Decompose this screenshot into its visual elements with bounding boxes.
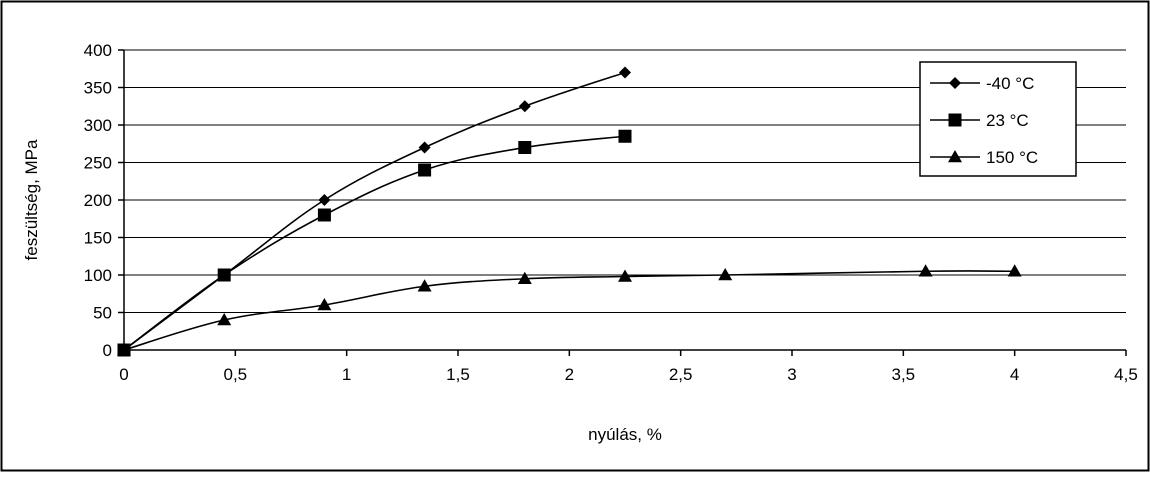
x-tick-label-0: 0 xyxy=(119,365,128,384)
legend-label-2: 150 °C xyxy=(986,148,1038,167)
data-point-2-4 xyxy=(517,271,532,284)
axes xyxy=(118,49,1127,356)
legend: -40 °C 23 °C 150 °C xyxy=(919,61,1077,177)
x-tick-label-6: 3 xyxy=(787,365,796,384)
x-tick-label-5: 2,5 xyxy=(669,365,693,384)
y-tick-label-6: 300 xyxy=(84,116,112,135)
legend-items: -40 °C 23 °C 150 °C xyxy=(930,74,1038,167)
legend-label-0: -40 °C xyxy=(986,74,1034,93)
x-tick-label-7: 3,5 xyxy=(892,365,916,384)
legend-item-2: 150 °C xyxy=(930,148,1038,167)
data-point-0-3 xyxy=(418,141,431,154)
y-tick-label-4: 200 xyxy=(84,191,112,210)
legend-label-1: 23 °C xyxy=(986,111,1029,130)
series-line-2 xyxy=(123,270,1015,351)
y-tick-label-7: 350 xyxy=(84,79,112,98)
y-tick-label-3: 150 xyxy=(84,229,112,248)
data-point-0-5 xyxy=(619,66,631,79)
data-point-1-5 xyxy=(618,129,632,143)
x-tick-label-2: 1 xyxy=(342,365,351,384)
legend-item-1: 23 °C xyxy=(930,111,1029,130)
data-point-1-4 xyxy=(518,141,532,154)
series-line-1 xyxy=(123,135,626,351)
data-point-2-5 xyxy=(618,269,632,282)
legend-marker-1 xyxy=(948,113,962,127)
data-point-2-8 xyxy=(1007,264,1022,277)
x-tick-label-4: 2 xyxy=(565,365,574,384)
y-tick-label-0: 0 xyxy=(103,341,112,360)
legend-marker-2 xyxy=(948,150,962,163)
tick-labels: 0 50 100 150 200 250 300 350 400 0 0,5 1 1,5 2 2,5 3 3,5… xyxy=(84,41,1138,384)
data-point-1-1 xyxy=(217,268,231,282)
y-axis-title: feszültség, MPa xyxy=(22,139,41,260)
data-point-2-2 xyxy=(317,298,332,311)
x-axis-title: nyúlás, % xyxy=(588,425,662,444)
data-point-1-3 xyxy=(418,163,432,177)
x-tick-label-8: 4 xyxy=(1010,365,1019,384)
data-point-2-6 xyxy=(718,268,733,281)
x-tick-label-9: 4,5 xyxy=(1114,365,1138,384)
x-tick-label-3: 1,5 xyxy=(446,365,470,384)
series-group xyxy=(117,66,1022,357)
y-tick-label-5: 250 xyxy=(84,154,112,173)
data-point-2-1 xyxy=(217,313,232,326)
y-tick-label-8: 400 xyxy=(84,41,112,60)
data-point-2-0 xyxy=(117,343,131,356)
y-tick-label-2: 100 xyxy=(84,266,112,285)
data-point-2-7 xyxy=(918,264,933,277)
data-point-2-3 xyxy=(417,279,432,292)
x-tick-label-1: 0,5 xyxy=(224,365,248,384)
data-point-0-4 xyxy=(518,100,531,113)
data-point-1-2 xyxy=(317,208,331,222)
legend-marker-0 xyxy=(949,77,961,89)
y-tick-label-1: 50 xyxy=(93,304,112,323)
legend-item-0: -40 °C xyxy=(930,74,1034,93)
series-2 xyxy=(117,264,1022,356)
data-point-0-2 xyxy=(318,194,331,206)
